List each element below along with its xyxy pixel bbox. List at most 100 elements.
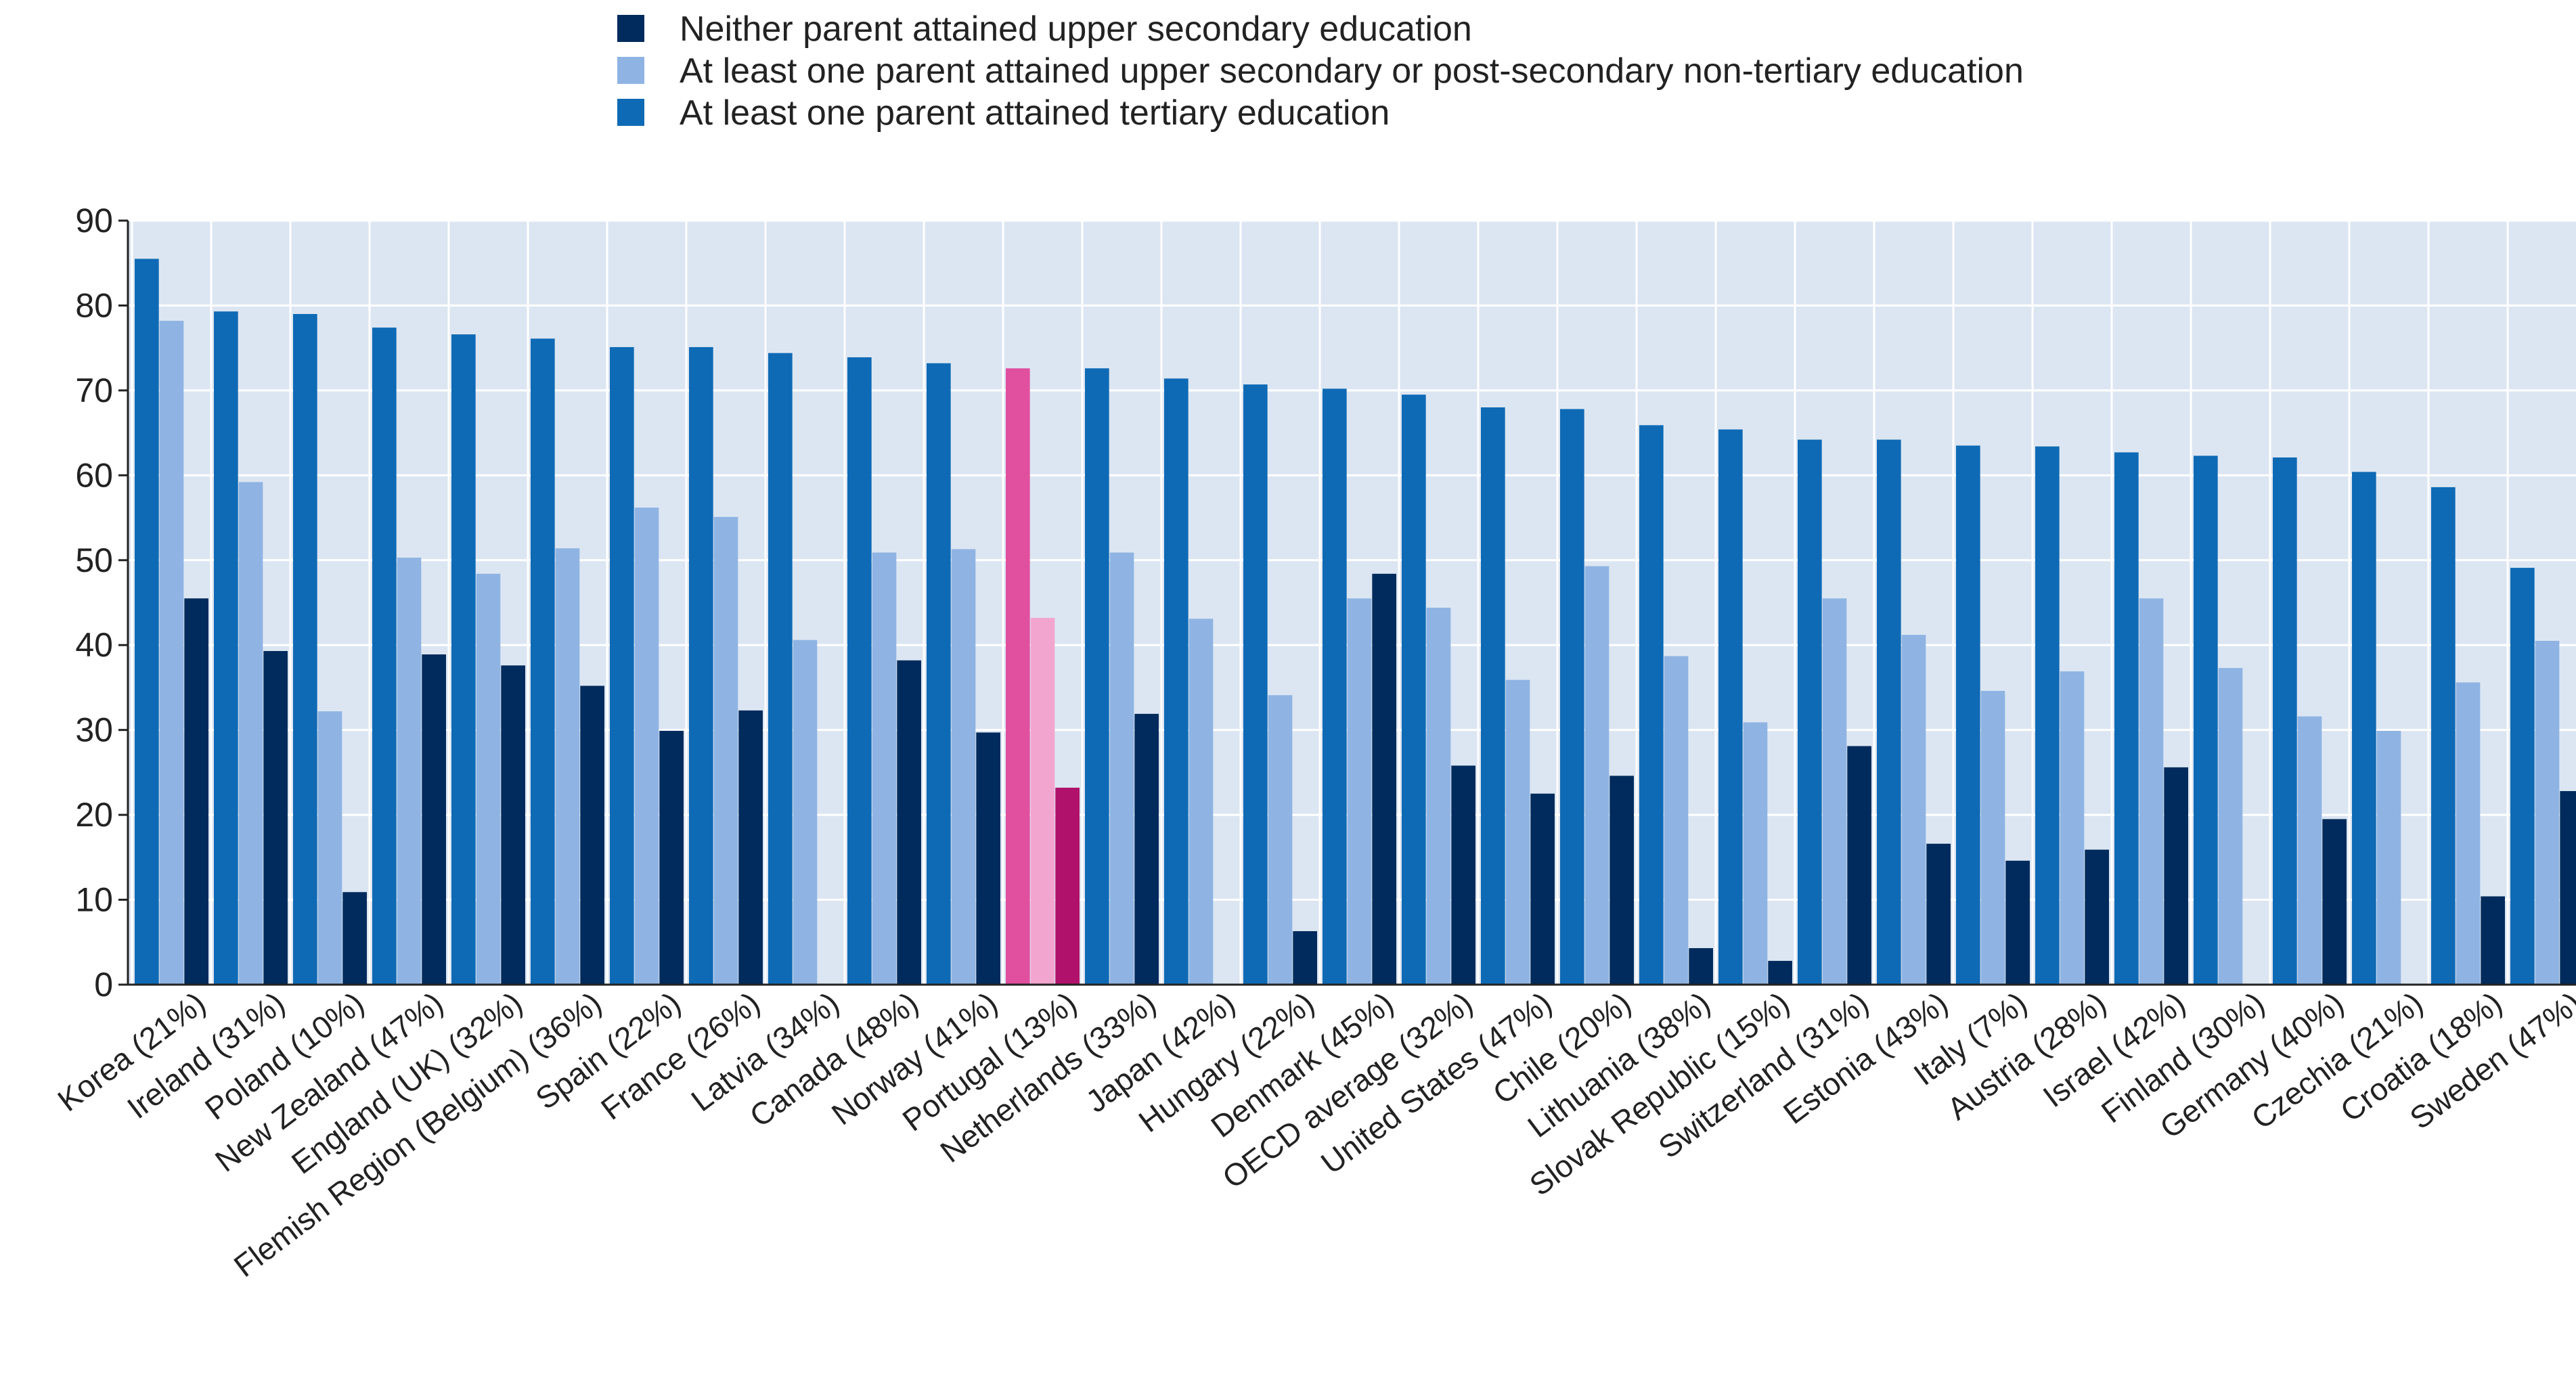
bar-tertiary: [2273, 457, 2297, 985]
bar-upper-secondary: [1981, 691, 2005, 985]
bar-neither: [976, 732, 1000, 985]
bar-tertiary: [1798, 440, 1822, 985]
bar-neither: [1768, 961, 1792, 985]
bar-tertiary: [1006, 368, 1030, 985]
bar-tertiary: [1323, 388, 1347, 985]
bar-neither: [1530, 794, 1555, 985]
bar-neither: [1689, 948, 1713, 985]
legend-swatch: [617, 57, 644, 84]
bar-tertiary: [214, 311, 238, 985]
bar-neither: [2481, 897, 2505, 985]
bar-tertiary: [2035, 447, 2060, 985]
bar-tertiary: [531, 338, 555, 985]
y-tick-label: 80: [75, 286, 113, 324]
bar-upper-secondary: [2060, 671, 2085, 985]
bar-tertiary: [2114, 452, 2139, 985]
bar-tertiary: [689, 347, 713, 985]
bar-tertiary: [610, 347, 634, 985]
bar-upper-secondary: [1506, 680, 1530, 985]
bar-neither: [1451, 765, 1475, 985]
bar-tertiary: [1085, 368, 1109, 985]
y-tick-label: 70: [75, 372, 113, 409]
plot-area: [128, 221, 2576, 985]
bar-neither: [2085, 850, 2109, 985]
bar-upper-secondary: [952, 549, 976, 985]
bar-upper-secondary: [239, 482, 263, 985]
y-tick-label: 90: [75, 202, 113, 240]
bar-neither: [2560, 791, 2576, 985]
bar-tertiary: [2352, 472, 2376, 985]
bar-tertiary: [1560, 409, 1584, 985]
bar-upper-secondary: [1268, 695, 1293, 985]
legend-label: At least one parent attained tertiary ed…: [680, 93, 1390, 133]
bar-tertiary: [1718, 430, 1743, 985]
bar-upper-secondary: [1664, 656, 1689, 985]
bar-neither: [738, 711, 763, 985]
bar-upper-secondary: [476, 574, 501, 985]
bar-neither: [2322, 819, 2347, 985]
bar-tertiary: [1956, 445, 1980, 985]
bar-neither: [422, 654, 446, 985]
bar-tertiary: [1243, 384, 1268, 985]
bar-neither: [1847, 746, 1871, 985]
bar-neither: [184, 598, 208, 985]
bar-neither: [659, 731, 684, 985]
bar-upper-secondary: [872, 552, 897, 985]
legend: Neither parent attained upper secondary …: [617, 9, 2024, 133]
bar-neither: [342, 892, 367, 985]
bar-upper-secondary: [1110, 552, 1134, 985]
bar-neither: [501, 665, 525, 985]
bar-upper-secondary: [1902, 635, 1926, 985]
x-axis: Korea (21%)Ireland (31%)Poland (10%)New …: [51, 985, 2576, 1284]
bar-upper-secondary: [1031, 618, 1055, 985]
bar-tertiary: [927, 363, 951, 985]
bar-upper-secondary: [793, 640, 818, 985]
y-tick-label: 30: [75, 711, 113, 749]
legend-swatch: [617, 99, 644, 126]
bar-tertiary: [1164, 378, 1189, 985]
bar-upper-secondary: [160, 321, 184, 985]
bar-upper-secondary: [714, 517, 738, 985]
bar-tertiary: [372, 328, 397, 985]
bar-tertiary: [1402, 395, 1426, 985]
bar-upper-secondary: [2377, 731, 2401, 985]
y-tick-label: 50: [75, 541, 113, 579]
bar-tertiary: [847, 357, 872, 985]
bar-upper-secondary: [556, 548, 580, 985]
y-tick-label: 10: [75, 881, 113, 919]
bar-tertiary: [293, 314, 317, 985]
bar-tertiary: [451, 334, 476, 985]
bar-upper-secondary: [2219, 668, 2243, 985]
bar-upper-secondary: [1427, 608, 1451, 985]
bar-upper-secondary: [635, 508, 659, 985]
bar-upper-secondary: [1823, 598, 1847, 985]
bar-upper-secondary: [397, 558, 422, 985]
bar-upper-secondary: [2139, 598, 2164, 985]
bar-neither: [1055, 788, 1080, 985]
bar-neither: [897, 660, 921, 985]
y-tick-label: 20: [75, 796, 113, 834]
bar-tertiary: [1877, 440, 1901, 985]
legend-label: Neither parent attained upper secondary …: [680, 9, 1472, 49]
bar-neither: [1609, 776, 1634, 985]
bar-upper-secondary: [2298, 717, 2322, 985]
bar-tertiary: [135, 259, 159, 985]
bar-neither: [1372, 574, 1396, 985]
bar-upper-secondary: [1348, 598, 1372, 985]
bar-tertiary: [2431, 487, 2456, 985]
y-tick-label: 0: [94, 966, 113, 1004]
bar-neither: [1293, 931, 1317, 985]
bar-upper-secondary: [2456, 682, 2481, 985]
y-axis: 0 10 20 30 40 50 60 70 80 90: [75, 202, 128, 1004]
bar-tertiary: [1639, 425, 1664, 985]
bar-neither: [2164, 767, 2188, 985]
bar-upper-secondary: [1585, 566, 1609, 985]
bar-tertiary: [1481, 407, 1505, 985]
bar-upper-secondary: [2535, 641, 2560, 985]
bar-neither: [580, 686, 604, 985]
bar-neither: [2005, 861, 2030, 985]
bar-tertiary: [2194, 455, 2218, 985]
bar-upper-secondary: [1744, 722, 1768, 985]
bar-neither: [1926, 844, 1951, 985]
